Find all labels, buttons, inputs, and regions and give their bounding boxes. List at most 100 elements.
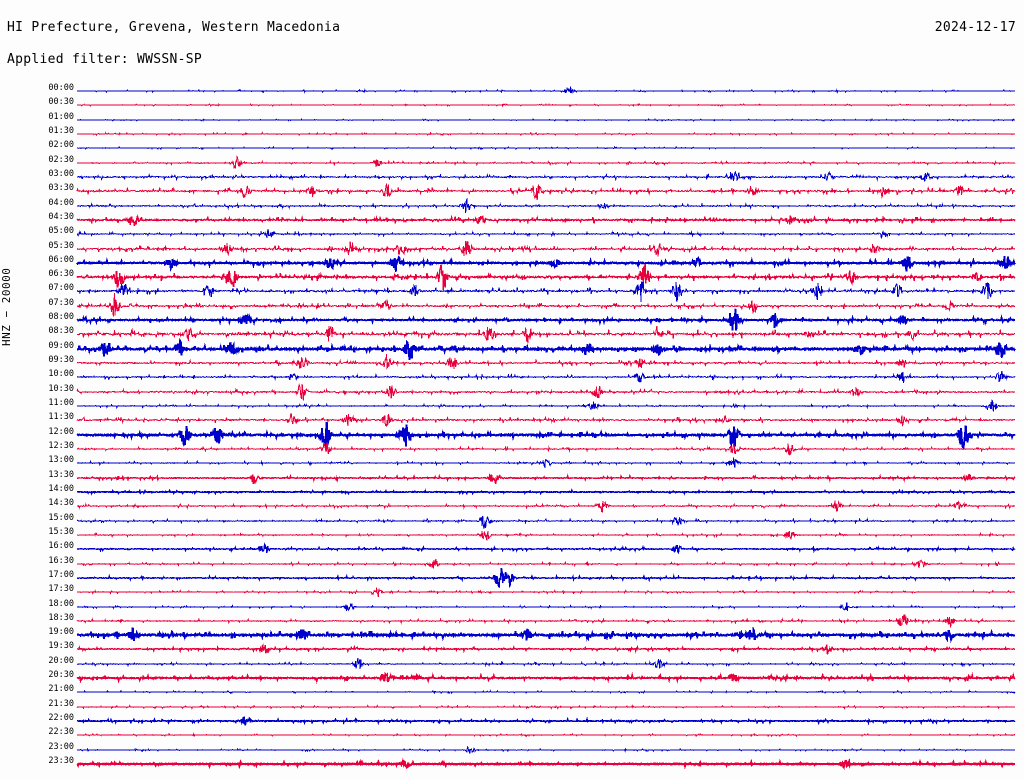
- trace-row: 06:30: [0, 264, 1024, 291]
- seismic-trace: [76, 507, 1016, 535]
- trace-time-label: 00:30: [48, 97, 74, 108]
- seismic-trace: [76, 292, 1016, 320]
- trace-time-label: 02:30: [48, 154, 74, 165]
- seismic-trace: [76, 235, 1016, 263]
- trace-time-label: 20:00: [48, 655, 74, 666]
- helicorder-plot: 00:00 00:30 01:00 01:30 02:00 02:30 03:00 03:30…: [0, 78, 1024, 778]
- seismic-trace: [76, 435, 1016, 463]
- trace-row: 20:00: [0, 655, 1024, 672]
- seismic-trace: [76, 320, 1016, 348]
- trace-time-label: 03:30: [48, 183, 74, 194]
- trace-time-label: 08:00: [48, 312, 74, 323]
- trace-row: 13:30: [0, 470, 1024, 486]
- trace-time-label: 04:00: [48, 197, 74, 208]
- seismic-trace: [76, 721, 1016, 749]
- trace-time-label: 01:00: [48, 111, 74, 122]
- trace-row: 13:00: [0, 456, 1024, 471]
- seismic-trace: [76, 478, 1016, 506]
- trace-time-label: 01:30: [48, 125, 74, 136]
- seismic-trace: [76, 378, 1016, 406]
- trace-time-label: 15:00: [48, 512, 74, 523]
- trace-row: 10:00: [0, 370, 1024, 385]
- trace-time-label: 21:00: [48, 684, 74, 695]
- trace-row: 16:30: [0, 556, 1024, 572]
- seismic-trace: [76, 421, 1016, 450]
- record-date-label: 2024-12-17: [934, 20, 1016, 35]
- seismic-trace: [76, 593, 1016, 621]
- trace-time-label: 15:30: [48, 526, 74, 537]
- trace-time-label: 17:00: [48, 569, 74, 580]
- seismic-trace: [76, 707, 1016, 735]
- seismic-trace: [76, 149, 1016, 177]
- seismic-trace: [76, 177, 1016, 205]
- trace-row: 20:30: [0, 671, 1024, 686]
- trace-row: 15:00: [0, 512, 1024, 529]
- trace-time-label: 20:30: [48, 670, 74, 681]
- trace-row: 23:30: [0, 757, 1024, 772]
- trace-row: 10:30: [0, 382, 1024, 401]
- trace-time-label: 00:00: [48, 83, 74, 93]
- seismic-trace: [76, 392, 1016, 420]
- trace-row: 16:00: [0, 542, 1024, 557]
- trace-row: 04:00: [0, 197, 1024, 214]
- trace-row: 01:30: [0, 125, 1024, 142]
- trace-time-label: 19:30: [48, 641, 74, 652]
- seismic-trace: [76, 607, 1016, 635]
- seismic-trace: [76, 550, 1016, 578]
- trace-row: 11:30: [0, 413, 1024, 428]
- seismic-trace: [76, 635, 1016, 663]
- trace-time-label: 22:30: [48, 727, 74, 738]
- applied-filter-label: Applied filter: WWSSN-SP: [7, 52, 203, 67]
- seismic-trace: [76, 521, 1016, 549]
- trace-time-label: 03:00: [48, 168, 74, 179]
- seismic-trace: [76, 192, 1016, 220]
- trace-row: 06:00: [0, 254, 1024, 272]
- header-bar: HI Prefecture, Grevena, Western Macedoni…: [0, 0, 1024, 78]
- trace-row: 19:30: [0, 642, 1024, 657]
- trace-time-label: 07:30: [48, 297, 74, 308]
- trace-row: 21:00: [0, 685, 1024, 700]
- seismic-trace: [76, 535, 1016, 563]
- trace-time-label: 14:30: [48, 498, 74, 509]
- trace-time-label: 05:00: [48, 226, 74, 237]
- trace-row: 14:30: [0, 499, 1024, 514]
- seismic-trace: [76, 77, 1016, 105]
- trace-row: 08:00: [0, 308, 1024, 331]
- trace-time-label: 09:00: [48, 340, 74, 351]
- trace-time-label: 04:30: [48, 211, 74, 222]
- trace-row: 14:00: [0, 483, 1024, 500]
- seismic-trace: [76, 134, 1016, 162]
- trace-row: 17:30: [0, 585, 1024, 600]
- trace-row: 19:00: [0, 626, 1024, 644]
- trace-time-label: 14:00: [48, 483, 74, 494]
- trace-time-label: 02:00: [48, 140, 74, 151]
- seismic-trace: [76, 492, 1016, 520]
- trace-time-label: 23:30: [48, 756, 74, 767]
- trace-time-label: 17:30: [48, 584, 74, 595]
- trace-time-label: 08:30: [48, 326, 74, 337]
- trace-time-label: 10:00: [48, 369, 74, 380]
- trace-row: 08:30: [0, 326, 1024, 344]
- trace-time-label: 23:00: [48, 741, 74, 752]
- seismic-trace: [76, 564, 1016, 592]
- seismic-trace: [76, 106, 1016, 134]
- trace-row: 15:30: [0, 526, 1024, 543]
- seismic-trace: [76, 621, 1016, 649]
- trace-row: 05:00: [0, 227, 1024, 242]
- trace-time-label: 07:00: [48, 283, 74, 294]
- trace-row: 22:00: [0, 714, 1024, 729]
- trace-row: 03:00: [0, 168, 1024, 185]
- seismic-trace: [76, 664, 1016, 692]
- trace-time-label: 11:00: [48, 398, 74, 409]
- seismic-trace: [76, 91, 1016, 119]
- trace-time-label: 18:30: [48, 612, 74, 623]
- seismic-trace: [76, 206, 1016, 234]
- seismic-trace: [76, 163, 1016, 191]
- trace-row: 05:30: [0, 240, 1024, 257]
- trace-time-label: 19:00: [48, 627, 74, 638]
- trace-row: 12:00: [0, 421, 1024, 450]
- seismic-trace: [76, 306, 1016, 334]
- seismic-trace: [76, 335, 1016, 363]
- seismic-trace: [76, 736, 1016, 764]
- trace-row: 18:00: [0, 599, 1024, 615]
